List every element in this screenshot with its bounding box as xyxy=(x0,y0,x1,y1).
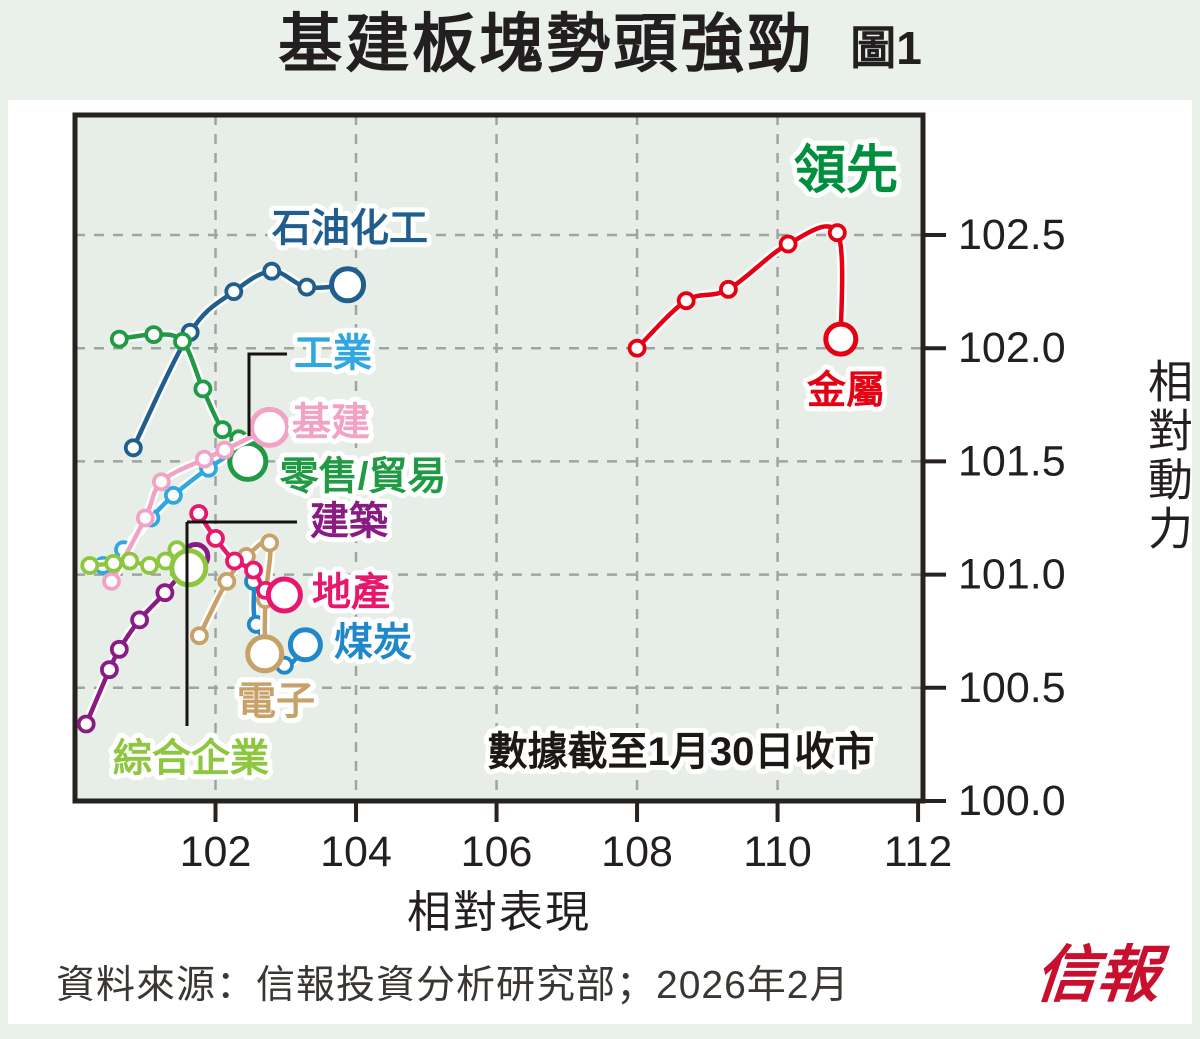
label-metals: 金屬 xyxy=(806,369,885,413)
marker xyxy=(194,449,214,469)
label-infrastructure: 基建 xyxy=(292,402,370,445)
marker xyxy=(123,438,143,458)
marker xyxy=(109,639,129,659)
data-note: 數據截至1月30日收市 xyxy=(488,730,875,774)
x-tick-label: 112 xyxy=(884,828,953,876)
marker xyxy=(155,583,175,603)
end-marker-infrastructure xyxy=(249,406,291,448)
page-header: 基建板塊勢頭強勁 圖1 xyxy=(0,6,1200,83)
series-property xyxy=(189,504,303,614)
source-credit: 資料來源：信報投資分析研究部；2026年2月 xyxy=(56,964,850,1007)
x-tick-label: 110 xyxy=(743,828,812,876)
publisher-logo: 信報 xyxy=(1032,942,1163,1010)
marker xyxy=(163,485,183,505)
marker xyxy=(719,279,738,299)
y-tick-label: 102.5 xyxy=(958,211,1066,259)
marker xyxy=(189,504,209,523)
marker xyxy=(173,331,192,351)
y-tick-label: 100.0 xyxy=(958,777,1066,825)
marker xyxy=(260,533,280,553)
marker xyxy=(135,508,155,528)
marker xyxy=(676,291,696,311)
marker xyxy=(80,556,100,575)
end-marker-metals xyxy=(823,321,859,357)
y-tick-label: 101.5 xyxy=(958,437,1066,485)
x-tick-label: 108 xyxy=(601,828,673,876)
x-tick-label: 104 xyxy=(320,828,392,876)
marker xyxy=(297,277,317,297)
label-electronics: 電子 xyxy=(237,681,315,724)
series-infrastructure xyxy=(102,406,291,591)
y-axis-title: 相對動力 xyxy=(1141,358,1192,554)
marker xyxy=(120,551,140,571)
label-property: 地產 xyxy=(312,572,390,615)
marker xyxy=(224,282,244,302)
marker xyxy=(144,325,164,345)
chart-title: 基建板塊勢頭強勁 xyxy=(278,8,815,80)
series-conglomerates xyxy=(80,540,209,588)
marker xyxy=(778,234,798,254)
plot-frame xyxy=(72,112,926,804)
axis-ticks xyxy=(213,232,946,822)
marker xyxy=(151,472,171,492)
marker xyxy=(262,261,282,281)
marker xyxy=(109,329,129,349)
marker xyxy=(213,420,232,440)
label-retail-trade: 零售/貿易 xyxy=(280,456,447,499)
y-tick-label: 101.0 xyxy=(958,551,1066,599)
marker xyxy=(189,626,209,646)
end-marker-electronics xyxy=(245,634,285,674)
y-tick-label: 102.0 xyxy=(958,324,1066,372)
marker xyxy=(100,660,119,680)
marker xyxy=(217,572,237,591)
marker xyxy=(206,529,225,548)
marker xyxy=(104,553,123,573)
x-tick-label: 106 xyxy=(461,828,533,876)
marker xyxy=(140,556,159,575)
marker xyxy=(827,223,847,243)
x-axis-title: 相對表現 xyxy=(407,888,591,937)
label-coal: 煤炭 xyxy=(334,622,412,665)
marker xyxy=(76,714,96,734)
figure-number: 圖1 xyxy=(850,21,922,74)
marker xyxy=(130,610,150,630)
marker xyxy=(244,560,263,580)
end-marker-petrochemicals xyxy=(329,266,367,304)
label-construction: 建築 xyxy=(310,501,389,544)
series-construction xyxy=(76,542,211,734)
label-industrials: 工業 xyxy=(294,333,372,376)
label-petrochemicals: 石油化工 xyxy=(271,208,428,251)
quadrant-leading: 領先 xyxy=(794,141,898,200)
marker xyxy=(193,379,213,399)
end-marker-conglomerates xyxy=(169,548,209,588)
marker xyxy=(225,551,244,571)
x-tick-label: 102 xyxy=(180,828,252,876)
series-petrochemicals xyxy=(123,261,367,458)
y-tick-label: 100.5 xyxy=(958,664,1066,712)
series-metals xyxy=(627,221,859,358)
end-marker-property xyxy=(265,576,303,614)
marker xyxy=(102,572,121,591)
callout-industrials xyxy=(247,352,287,436)
marker xyxy=(627,338,647,358)
label-conglomerates: 綜合企業 xyxy=(113,737,269,781)
marker xyxy=(215,440,235,460)
end-marker-coal xyxy=(287,627,323,663)
